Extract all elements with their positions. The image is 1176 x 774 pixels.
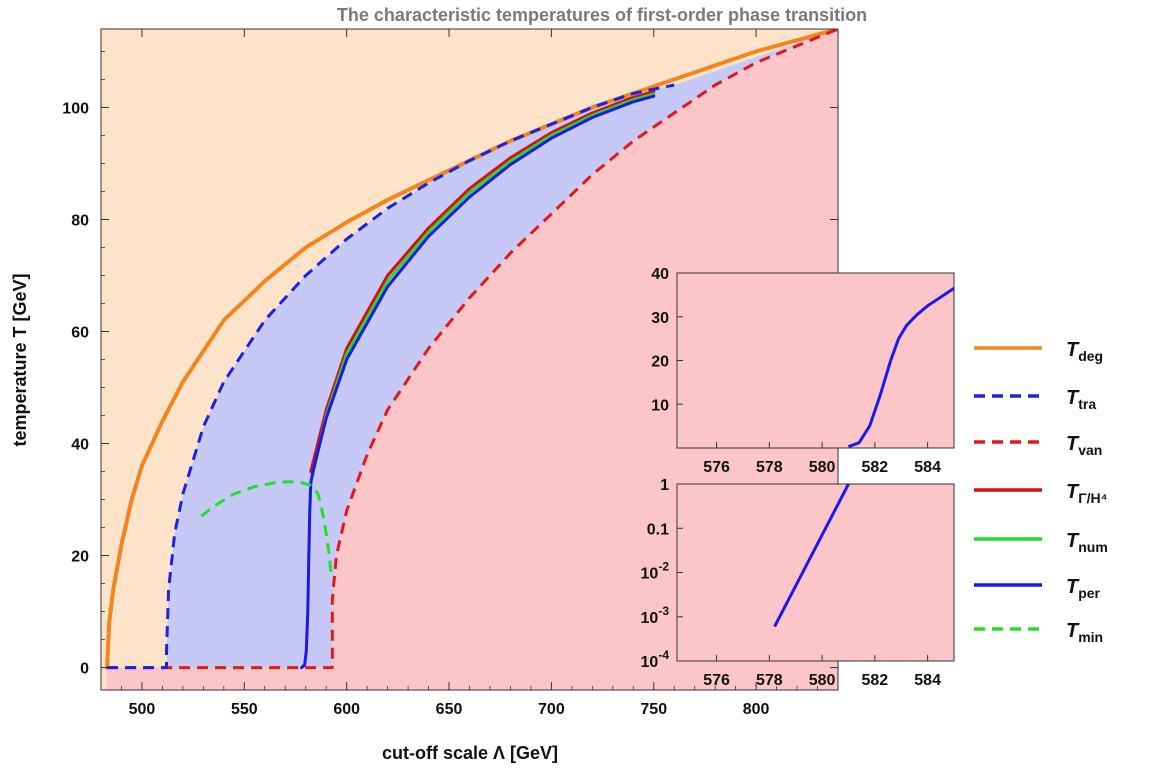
x-axis: 500 550 600 650 700 750 800	[121, 29, 818, 718]
inset-bottom-y-tick-label: 0.1	[647, 521, 669, 538]
series-layer	[105, 29, 838, 670]
inset-top-x-tick-label: 576	[703, 459, 730, 476]
inset-top: 576 578 580 582 584 10 20 30 40	[651, 266, 955, 476]
y-axis-label: temperature T [GeV]	[10, 273, 30, 446]
y-tick-label: 80	[71, 212, 89, 229]
inset-top-y-tick-label: 10	[651, 397, 669, 414]
y-tick-label: 0	[80, 661, 89, 678]
inset-top-x-tick-label: 580	[809, 459, 836, 476]
inset-bottom-axes: 576 578 580 582 584 1 0.1 10-2 10-3 10-4	[641, 477, 942, 689]
inset-top-y-tick-label: 20	[651, 354, 669, 371]
series-line-tra	[107, 83, 675, 670]
legend-label: Tper	[1066, 576, 1101, 601]
y-axis: 0 20 40 60 80 100	[62, 51, 838, 678]
inset-bottom-y-tick-label: 10-4	[641, 648, 670, 671]
inset-bottom-x-tick-label: 580	[809, 672, 836, 689]
legend: Tdeg Ttra Tvan TΓ/H⁴ Tnum Tper Tmin	[974, 339, 1108, 645]
series-line-num	[310, 92, 656, 479]
inset-bottom-y-tick-label: 10-2	[641, 560, 670, 583]
inset-bottom-frame	[676, 483, 955, 662]
inset-top-x-tick-label: 582	[862, 459, 889, 476]
legend-label: Tdeg	[1066, 339, 1103, 364]
series-line-per	[300, 94, 656, 670]
x-tick-label: 500	[129, 701, 156, 718]
y-tick-label: 20	[71, 549, 89, 566]
legend-label: Tmin	[1066, 620, 1103, 645]
inset-bottom-y-tick-label: 10-3	[641, 604, 670, 627]
series-line-H	[309, 90, 656, 473]
legend-label: TΓ/H⁴	[1066, 481, 1108, 506]
inset-bottom-x-tick-label: 576	[703, 672, 730, 689]
inset-bottom-x-tick-label: 584	[914, 672, 941, 689]
x-tick-label: 650	[436, 701, 463, 718]
inset-top-x-tick-label: 578	[756, 459, 783, 476]
legend-label: Tnum	[1066, 530, 1108, 555]
x-tick-label: 700	[538, 701, 565, 718]
y-tick-label: 60	[71, 324, 89, 341]
inset-top-line	[847, 287, 955, 449]
x-tick-label: 750	[640, 701, 667, 718]
inset-top-axes: 576 578 580 582 584 10 20 30 40	[651, 266, 941, 476]
chart-title: The characteristic temperatures of first…	[337, 5, 867, 25]
inset-top-y-tick-label: 40	[651, 266, 669, 283]
inset-bottom: 576 578 580 582 584 1 0.1 10-2 10-3 10-4	[641, 477, 955, 689]
inset-top-x-tick-label: 584	[914, 459, 941, 476]
x-tick-label: 600	[333, 701, 360, 718]
region-metastable-band	[166, 29, 838, 668]
legend-label: Tvan	[1066, 433, 1102, 458]
inset-top-y-tick-label: 30	[651, 310, 669, 327]
y-tick-label: 40	[71, 437, 89, 454]
inset-bottom-x-tick-label: 578	[756, 672, 783, 689]
inset-top-frame	[676, 272, 955, 449]
series-line-van	[107, 29, 838, 670]
legend-label: Ttra	[1066, 387, 1096, 412]
x-tick-label: 800	[743, 701, 770, 718]
inset-bottom-y-tick-label: 1	[660, 477, 669, 494]
series-line-deg	[105, 29, 838, 670]
inset-bottom-line	[773, 483, 850, 628]
x-axis-label: cut-off scale Λ [GeV]	[382, 743, 558, 763]
y-tick-label: 100	[62, 100, 89, 117]
inset-bottom-x-tick-label: 582	[862, 672, 889, 689]
x-tick-label: 550	[231, 701, 258, 718]
series-line-min	[200, 480, 333, 579]
region-broken-phase	[107, 29, 838, 690]
